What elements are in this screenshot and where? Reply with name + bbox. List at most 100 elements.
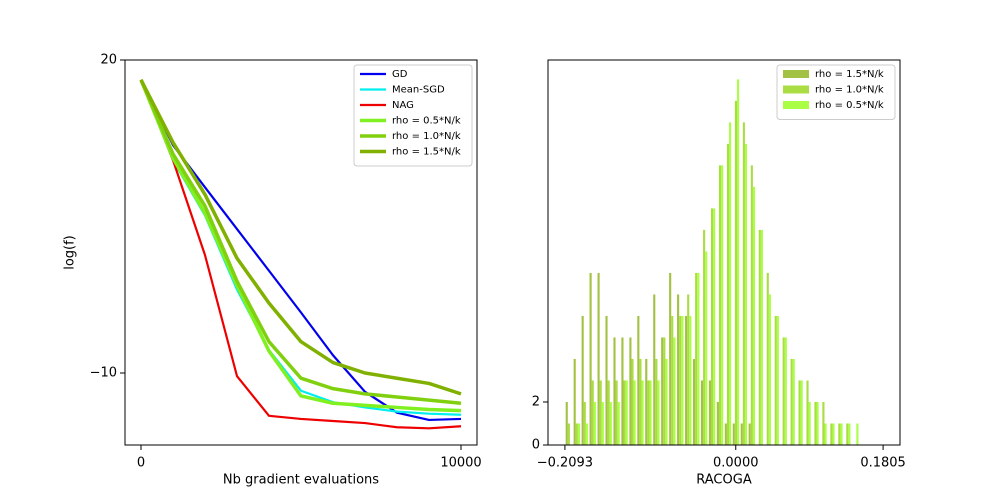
legend-swatch [783,70,809,78]
hist-bar [846,423,849,445]
x-axis-label: Nb gradient evaluations [223,473,379,488]
line-series [140,79,462,422]
hist-bar [589,272,592,445]
hist-bar [657,380,660,445]
hist-bar [605,315,608,445]
hist-bar [766,272,769,445]
hist-bar [673,337,676,445]
hist-bar [573,358,576,445]
hist-bar [681,315,684,445]
hist-bar [774,315,777,445]
hist-bar [629,337,632,445]
hist-bar [625,380,628,445]
hist-bar [639,358,642,445]
hist-bar [814,401,817,445]
hist-bar [692,358,696,445]
hist-bar [710,208,714,445]
axes-frame [124,59,478,446]
hist-bar [685,315,688,445]
hist-bar [609,401,612,445]
x-tick-label: −0.2093 [537,456,593,471]
hist-bar [830,423,833,445]
legend-label: Mean-SGD [392,85,445,96]
hist-bar [848,423,851,445]
hist-bar [726,143,730,445]
hist-bar [617,401,620,445]
hist-bar [631,358,634,445]
hist-bar [583,401,586,445]
hist-bar [752,186,756,445]
hist-bar [716,401,719,445]
hist-bar [621,337,624,445]
hist-bar [750,165,753,446]
hist-bar [736,79,740,445]
hist-bar [577,423,581,445]
hist-bar [729,122,732,445]
hist-bar [663,337,666,445]
hist-bar [718,165,722,446]
hist-bar [748,423,751,445]
hist-bar [838,423,841,445]
hist-bar [798,380,801,445]
x-tick-label: 0.0000 [713,456,759,471]
hist-bar [679,315,682,445]
hist-bar [671,315,674,445]
x-axis-label: RACOGA [696,473,752,488]
hist-bar [697,272,700,445]
hist-bar [703,229,706,445]
hist-bar [708,380,711,445]
legend-swatch [783,85,809,94]
hist-bar [732,423,735,445]
hist-bar [615,380,618,445]
hist-bar [591,380,594,445]
hist-bar [792,358,795,445]
y-tick-label: 20 [100,53,117,68]
hist-bar [776,315,779,445]
hist-bar [575,423,578,445]
hist-bar [601,401,604,445]
hist-bar [816,401,819,445]
x-tick-label: 10000 [440,456,481,471]
hist-bar [832,423,835,445]
hist-bar [581,315,584,445]
legend-swatch [783,101,809,109]
hist-bar [661,337,664,445]
hist-bar [782,337,785,445]
hist-bar [585,423,588,445]
hist-bar [647,380,650,445]
line-series [139,79,462,430]
hist-bar [689,315,692,445]
hist-bar [623,380,626,445]
hist-bar [687,294,690,445]
hist-bar [653,294,656,445]
legend-label: rho = 0.5*N/k [392,116,461,127]
hist-bar [633,380,636,445]
hist-bar [649,380,652,445]
hist-bar [784,337,787,445]
legend-label: rho = 0.5*N/k [815,100,884,111]
hist-bar [790,358,793,445]
hist-bar [599,380,602,445]
hist-bar [567,423,570,445]
hist-bar [613,337,616,445]
hist-bar [677,294,680,445]
hist-bar [645,358,648,445]
hist-bar [768,294,771,445]
x-tick-label: 0.1805 [860,456,906,471]
legend-label: NAG [392,100,414,111]
legend-label: rho = 1.5*N/k [392,147,461,158]
hist-bar [669,272,672,445]
hist-bar [760,229,763,445]
legend-label: rho = 1.0*N/k [815,85,884,96]
hist-bar [734,100,737,446]
hist-bar [713,208,716,445]
hist-bar [800,380,803,445]
hist-bar [740,423,743,445]
axes-frame [547,59,901,446]
hist-bar [705,251,708,445]
line-series [139,79,462,406]
hist-bar [721,165,724,446]
hist-bar [822,401,825,445]
hist-bar [700,380,704,445]
